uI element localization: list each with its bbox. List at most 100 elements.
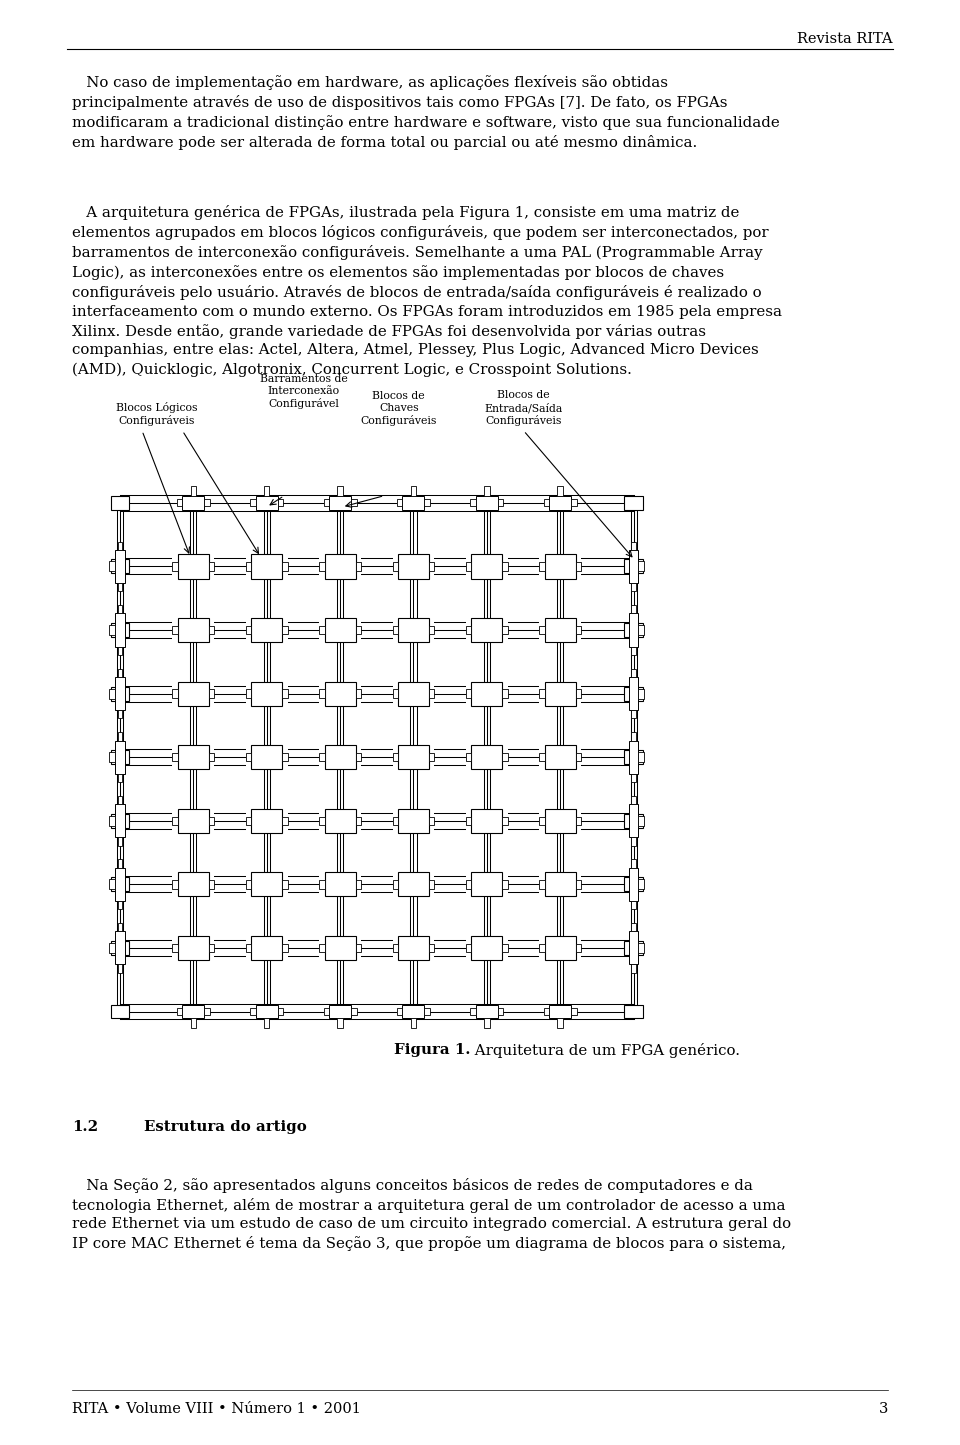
Bar: [571, 1009, 577, 1014]
Bar: [393, 873, 435, 896]
Bar: [324, 496, 356, 510]
Bar: [629, 741, 638, 773]
Bar: [498, 500, 503, 506]
Bar: [246, 936, 288, 959]
Bar: [404, 559, 422, 574]
Bar: [257, 941, 276, 955]
Bar: [184, 814, 203, 828]
Bar: [411, 1019, 417, 1027]
Bar: [324, 809, 355, 832]
Bar: [208, 753, 214, 762]
Bar: [109, 626, 115, 634]
Bar: [571, 500, 577, 506]
Bar: [404, 750, 422, 764]
Bar: [404, 814, 422, 828]
Bar: [502, 944, 508, 952]
Bar: [173, 626, 178, 634]
Bar: [110, 750, 130, 764]
Bar: [319, 753, 324, 762]
Bar: [632, 669, 636, 678]
Bar: [424, 500, 430, 506]
Bar: [115, 741, 125, 773]
Bar: [109, 689, 115, 698]
Bar: [540, 689, 545, 698]
Bar: [118, 605, 122, 614]
Bar: [632, 582, 636, 591]
Bar: [255, 496, 277, 510]
Bar: [478, 623, 496, 637]
Bar: [184, 496, 203, 510]
Bar: [255, 1004, 277, 1019]
Bar: [118, 837, 122, 845]
Bar: [466, 944, 471, 952]
Bar: [576, 562, 581, 571]
Bar: [184, 623, 203, 637]
Bar: [173, 682, 214, 705]
Bar: [257, 750, 276, 764]
Bar: [429, 944, 435, 952]
Text: Revista RITA: Revista RITA: [797, 32, 893, 46]
Bar: [638, 816, 644, 825]
Bar: [173, 753, 178, 762]
Bar: [331, 559, 349, 574]
Bar: [629, 805, 638, 837]
Bar: [191, 487, 196, 496]
Bar: [110, 496, 130, 510]
Bar: [331, 686, 349, 701]
Bar: [208, 816, 214, 825]
Bar: [540, 562, 545, 571]
Bar: [115, 932, 125, 964]
Bar: [632, 773, 636, 782]
Bar: [178, 682, 208, 705]
Bar: [558, 1019, 563, 1027]
Bar: [173, 816, 178, 825]
Bar: [110, 814, 130, 828]
Bar: [545, 809, 576, 832]
Bar: [178, 936, 208, 959]
Bar: [109, 753, 115, 762]
Bar: [319, 746, 361, 769]
Text: 3: 3: [878, 1402, 888, 1416]
Text: No caso de implementação em hardware, as aplicações flexíveis são obtidas
princi: No caso de implementação em hardware, as…: [72, 75, 780, 150]
Bar: [173, 873, 214, 896]
Bar: [252, 618, 282, 642]
Bar: [429, 753, 435, 762]
Bar: [484, 487, 490, 496]
Bar: [331, 623, 349, 637]
Bar: [319, 562, 324, 571]
Bar: [282, 753, 288, 762]
Bar: [397, 1004, 430, 1019]
Bar: [355, 880, 361, 889]
Bar: [404, 686, 422, 701]
Bar: [393, 809, 435, 832]
Bar: [191, 1019, 196, 1027]
Bar: [109, 816, 115, 825]
Bar: [282, 562, 288, 571]
Bar: [331, 750, 349, 764]
Bar: [252, 555, 282, 578]
Bar: [638, 626, 644, 634]
Bar: [184, 814, 203, 828]
Bar: [331, 877, 349, 892]
Bar: [466, 753, 471, 762]
Bar: [115, 805, 125, 837]
Bar: [324, 873, 355, 896]
Bar: [282, 816, 288, 825]
Bar: [478, 1004, 496, 1019]
Bar: [629, 741, 638, 773]
Text: Blocos Lógicos
Configuráveis: Blocos Lógicos Configuráveis: [116, 402, 198, 426]
Bar: [551, 1004, 569, 1019]
Bar: [110, 686, 130, 701]
Bar: [470, 500, 476, 506]
Bar: [277, 1009, 283, 1014]
Bar: [551, 623, 569, 637]
Bar: [558, 1019, 563, 1027]
Bar: [118, 709, 122, 718]
Bar: [337, 1019, 343, 1027]
Bar: [551, 496, 569, 510]
Bar: [264, 1019, 270, 1027]
Bar: [478, 559, 496, 574]
Bar: [393, 555, 435, 578]
Bar: [411, 1019, 417, 1027]
Bar: [184, 750, 203, 764]
